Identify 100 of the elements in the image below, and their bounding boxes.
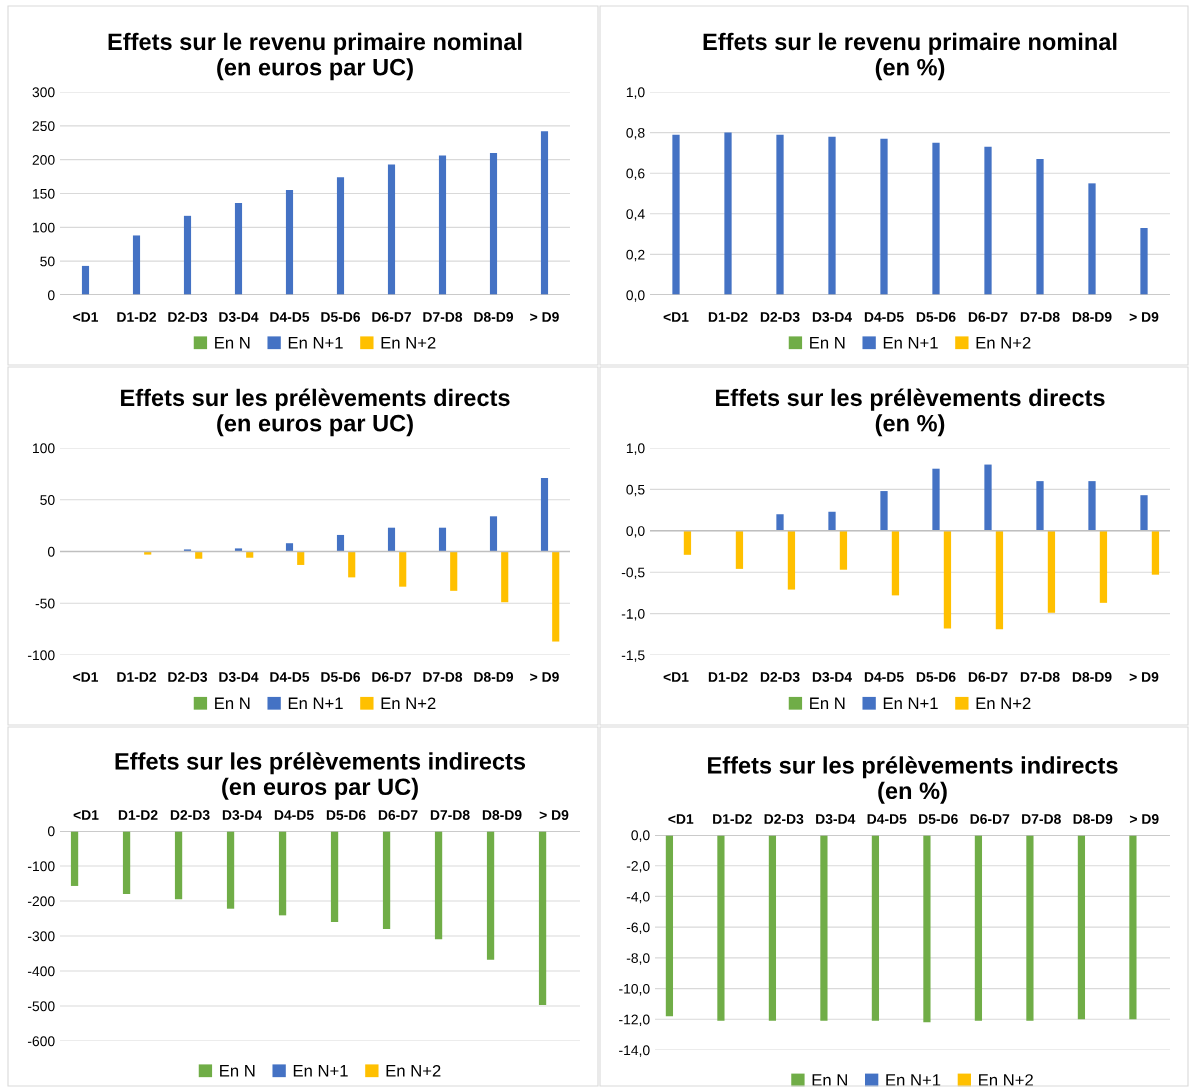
x-tick-label: D2-D3 bbox=[760, 312, 800, 322]
y-tick-label: 0,8 bbox=[626, 127, 645, 140]
y-tick-label: -500 bbox=[27, 1001, 55, 1012]
legend-label: En N+2 bbox=[381, 697, 436, 710]
x-tick-label: D1-D2 bbox=[117, 672, 157, 682]
y-tick-label: -1,5 bbox=[621, 650, 645, 662]
x-tick-label: D2-D3 bbox=[760, 672, 800, 682]
x-tick-label: D6-D7 bbox=[372, 672, 411, 682]
x-tick-label: D3-D4 bbox=[219, 672, 259, 682]
bar bbox=[943, 530, 952, 629]
y-tick-label: -50 bbox=[35, 598, 55, 609]
x-tick-label: D7-D8 bbox=[1020, 312, 1060, 322]
y-tick-label: -6,0 bbox=[626, 922, 650, 934]
y-tick-label: 100 bbox=[33, 222, 55, 233]
legend-label: En N+1 bbox=[288, 337, 343, 349]
x-tick-label: D8-D9 bbox=[1072, 312, 1112, 322]
bar bbox=[336, 534, 345, 552]
bar bbox=[246, 551, 254, 558]
legend-label: En N bbox=[810, 697, 845, 710]
bar bbox=[880, 138, 888, 295]
x-tick-label: <D1 bbox=[668, 814, 694, 824]
y-tick-label: -600 bbox=[27, 1036, 55, 1047]
x-tick-label: D1-D2 bbox=[117, 312, 157, 322]
x-tick-label: D6-D7 bbox=[372, 312, 411, 322]
y-tick-label: 50 bbox=[40, 495, 55, 505]
bar bbox=[787, 530, 796, 590]
bar bbox=[1088, 183, 1096, 295]
chart-title: Effets sur le revenu primaire nominal (en euros par UC) bbox=[108, 32, 522, 81]
bar bbox=[1036, 158, 1044, 295]
y-tick-label: 0,0 bbox=[626, 290, 645, 302]
y-tick-label: -1,0 bbox=[621, 608, 645, 621]
x-tick-label: D7-D8 bbox=[1022, 814, 1061, 824]
bar bbox=[501, 551, 509, 603]
bar bbox=[438, 155, 447, 295]
bar bbox=[828, 511, 836, 531]
bar bbox=[776, 514, 784, 531]
y-tick-label: 300 bbox=[32, 87, 55, 98]
bar bbox=[144, 551, 152, 555]
bar bbox=[735, 530, 744, 569]
x-tick-label: <D1 bbox=[663, 672, 689, 682]
bar bbox=[1140, 495, 1148, 531]
legend-label: En N+2 bbox=[976, 336, 1031, 349]
bar bbox=[828, 136, 836, 295]
y-tick-label: -400 bbox=[27, 966, 55, 977]
x-tick-label: > D9 bbox=[530, 312, 559, 322]
y-tick-label: 250 bbox=[32, 121, 55, 131]
x-tick-label: D1-D2 bbox=[708, 672, 748, 682]
x-tick-label: D7-D8 bbox=[1020, 672, 1060, 682]
x-tick-label: D4-D5 bbox=[274, 810, 314, 820]
x-tick-label: D8-D9 bbox=[1072, 672, 1112, 682]
y-tick-label: 0,2 bbox=[626, 249, 645, 262]
x-tick-label: D6-D7 bbox=[378, 810, 418, 820]
x-tick-label: D7-D8 bbox=[423, 312, 463, 322]
chart-title: Effets sur les prélèvements directs (en euros par UC) bbox=[121, 388, 510, 437]
x-tick-label: D3-D4 bbox=[812, 672, 852, 682]
x-tick-label: D4-D5 bbox=[270, 312, 310, 322]
bar bbox=[489, 516, 498, 552]
bar bbox=[387, 527, 396, 552]
legend-label: En N+1 bbox=[886, 1074, 941, 1086]
bar bbox=[183, 549, 192, 552]
y-tick-label: 0 bbox=[47, 290, 55, 301]
bar bbox=[336, 177, 345, 295]
y-tick-label: 100 bbox=[33, 443, 55, 454]
bar bbox=[1036, 481, 1044, 531]
bar bbox=[132, 235, 141, 295]
y-tick-label: -4,0 bbox=[626, 891, 650, 904]
y-tick-label: -2,0 bbox=[626, 861, 650, 873]
x-tick-label: D8-D9 bbox=[474, 312, 514, 322]
y-tick-label: 150 bbox=[33, 188, 55, 199]
legend-label: En N bbox=[215, 697, 250, 710]
x-tick-label: D2-D3 bbox=[170, 810, 210, 820]
y-tick-label: 0,6 bbox=[626, 168, 645, 181]
x-tick-label: D1-D2 bbox=[118, 810, 158, 820]
y-tick-label: 0,0 bbox=[631, 830, 650, 842]
legend-label: En N+2 bbox=[976, 697, 1031, 710]
legend-label: En N+2 bbox=[979, 1074, 1033, 1086]
x-tick-label: D8-D9 bbox=[1073, 814, 1113, 824]
x-tick-label: D2-D3 bbox=[764, 814, 804, 824]
x-tick-label: D5-D6 bbox=[919, 814, 958, 824]
bar bbox=[776, 134, 784, 295]
bar bbox=[489, 152, 498, 295]
x-tick-label: D5-D6 bbox=[916, 312, 956, 322]
y-tick-label: 1,0 bbox=[626, 443, 645, 455]
x-tick-label: D7-D8 bbox=[423, 672, 463, 682]
bar bbox=[1088, 481, 1096, 531]
x-tick-label: <D1 bbox=[73, 312, 99, 322]
legend-label: En N+1 bbox=[293, 1065, 348, 1077]
x-tick-label: D3-D4 bbox=[222, 810, 262, 820]
y-tick-label: -8,0 bbox=[626, 953, 650, 965]
y-tick-label: 0,5 bbox=[626, 484, 645, 497]
bar bbox=[724, 132, 732, 295]
x-tick-label: D3-D4 bbox=[812, 312, 852, 322]
bar bbox=[984, 146, 992, 295]
x-tick-label: > D9 bbox=[1129, 672, 1159, 682]
y-tick-label: 0,4 bbox=[626, 209, 645, 221]
legend-label: En N+1 bbox=[883, 337, 938, 349]
y-tick-label: 0 bbox=[47, 546, 55, 557]
chart-title: Effets sur le revenu primaire nominal (en %) bbox=[703, 32, 1117, 81]
bar bbox=[450, 551, 458, 591]
y-tick-label: -100 bbox=[27, 861, 55, 872]
